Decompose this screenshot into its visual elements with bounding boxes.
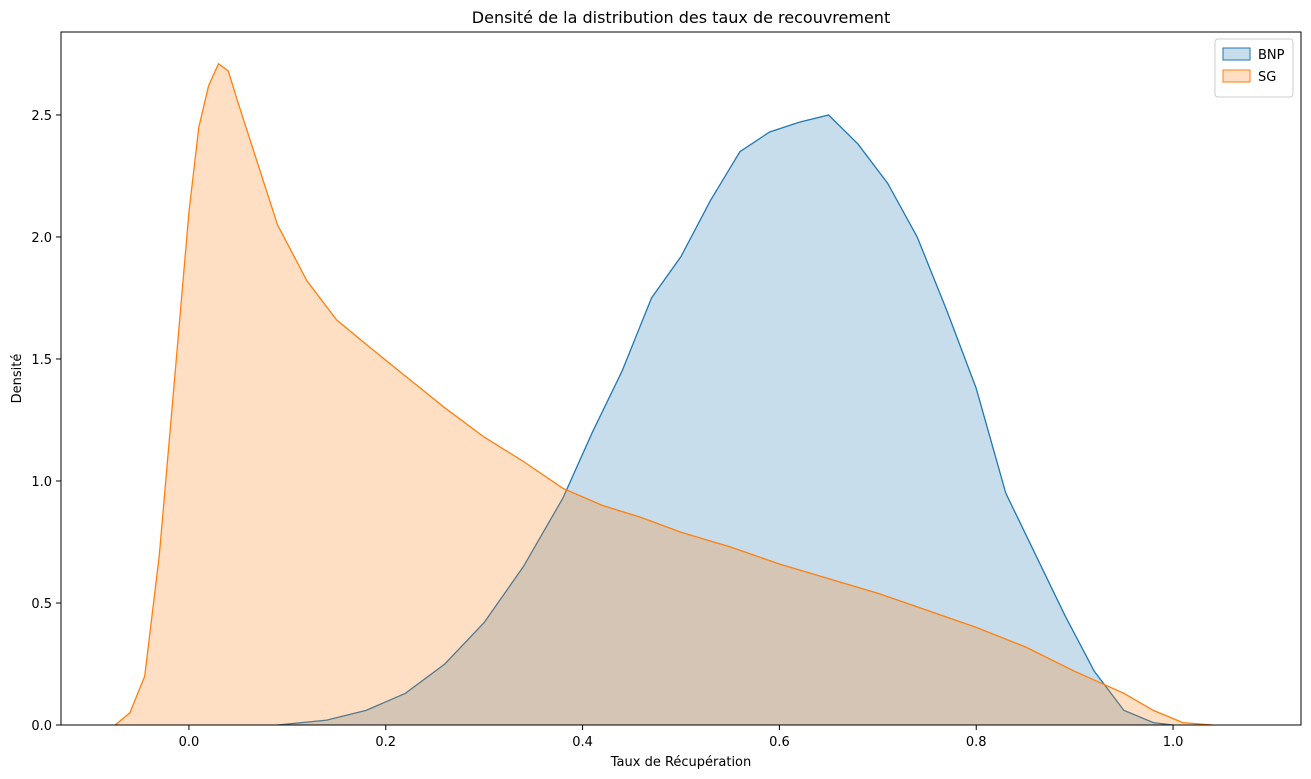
- y-tick-label: 1.0: [31, 475, 52, 490]
- x-axis-label: Taux de Récupération: [610, 755, 752, 770]
- plot-frame: [60, 31, 1302, 726]
- series-line-bnp: [277, 114, 1174, 726]
- y-axis: 0.0 0.5 1.0 1.5 2.0 2.5: [31, 109, 61, 734]
- chart-title: Densité de la distribution des taux de r…: [472, 8, 890, 27]
- y-tick-label: 0.0: [31, 719, 52, 734]
- series-area-bnp: [277, 115, 1174, 725]
- x-tick-label: 0.4: [572, 735, 593, 750]
- y-tick-label: 0.5: [31, 597, 52, 612]
- y-tick-label: 1.5: [31, 353, 52, 368]
- x-tick-label: 0.8: [966, 735, 987, 750]
- plot-area: [114, 62, 1213, 726]
- x-tick-label: 0.6: [769, 735, 790, 750]
- x-axis: 0.0 0.2 0.4 0.6 0.8 1.0: [179, 725, 1184, 750]
- x-tick-label: 0.0: [179, 735, 200, 750]
- legend-swatch-sg: [1222, 69, 1251, 83]
- legend-label-sg: SG: [1258, 70, 1276, 85]
- y-tick-label: 2.0: [31, 231, 52, 246]
- x-tick-label: 0.2: [375, 735, 396, 750]
- legend: BNP SG: [1214, 38, 1294, 98]
- legend-swatch-bnp: [1222, 47, 1251, 61]
- y-axis-label: Densité: [10, 354, 25, 404]
- x-tick-label: 1.0: [1163, 735, 1184, 750]
- series-line-sg: [114, 62, 1213, 726]
- y-tick-label: 2.5: [31, 109, 52, 124]
- series-area-sg: [115, 63, 1213, 725]
- legend-label-bnp: BNP: [1258, 48, 1285, 63]
